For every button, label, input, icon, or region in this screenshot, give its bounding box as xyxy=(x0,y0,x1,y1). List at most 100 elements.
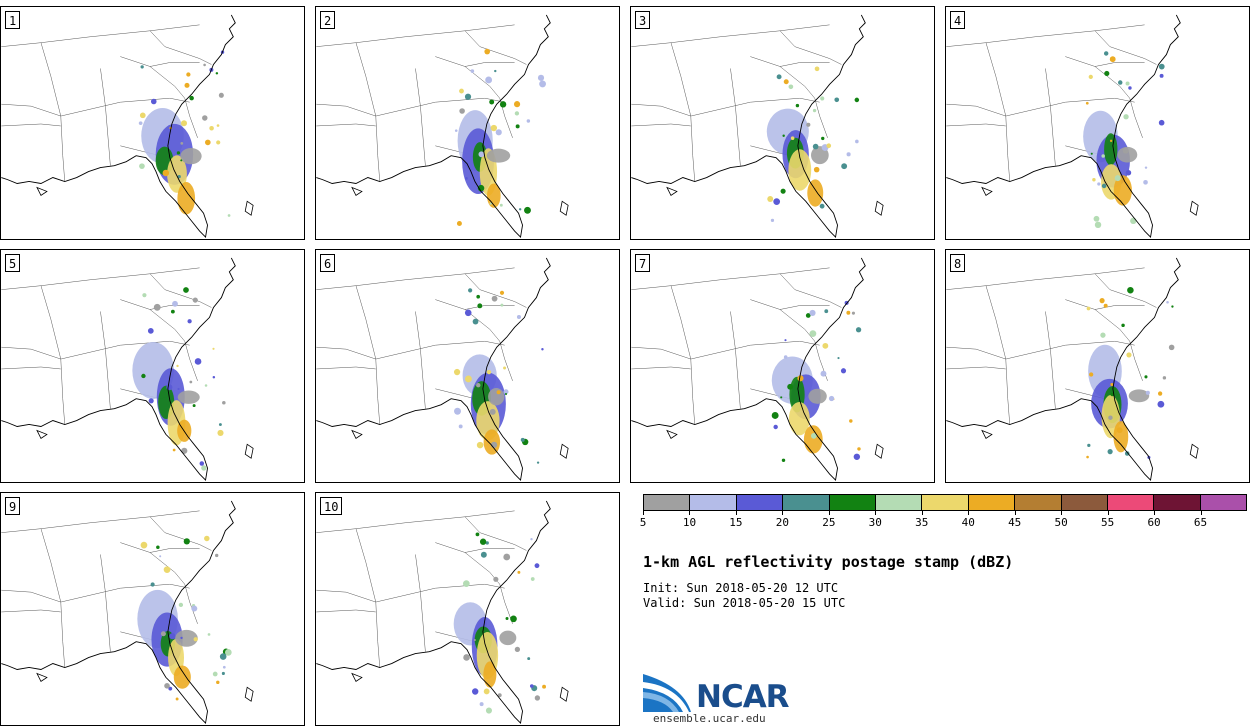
reflectivity-cell xyxy=(534,563,540,569)
state-border xyxy=(149,30,212,65)
reflectivity-cell xyxy=(536,461,540,464)
reflectivity-cell xyxy=(458,424,463,429)
state-border xyxy=(60,583,190,603)
reflectivity-cell xyxy=(218,92,224,98)
state-border xyxy=(316,123,376,127)
map-panel: 6 xyxy=(315,249,620,483)
coastline xyxy=(316,14,551,238)
reflectivity-cell xyxy=(821,136,825,141)
reflectivity-cell xyxy=(537,74,545,81)
state-border xyxy=(316,589,376,603)
reflectivity-cell xyxy=(215,72,219,75)
state-border xyxy=(40,528,66,668)
coastline xyxy=(631,257,866,481)
reflectivity-cell xyxy=(788,84,794,90)
reflectivity-cell xyxy=(1143,180,1148,185)
island-outline xyxy=(981,186,993,196)
map-panel: 3 xyxy=(630,6,935,240)
reflectivity-colorbar xyxy=(643,494,1247,511)
reflectivity-cell xyxy=(1159,73,1164,78)
colorbar-tick xyxy=(875,510,877,515)
reflectivity-cell xyxy=(181,447,188,454)
reflectivity-cell xyxy=(147,327,154,334)
reflectivity-cell xyxy=(795,103,800,108)
colorbar-segment xyxy=(1200,495,1247,510)
reflectivity-cell xyxy=(1157,391,1163,396)
reflectivity-cell xyxy=(1093,215,1100,222)
colorbar-tick-label: 45 xyxy=(1008,516,1022,529)
state-border xyxy=(499,341,513,381)
reflectivity-cell xyxy=(160,631,166,637)
state-border xyxy=(730,311,741,409)
reflectivity-cell xyxy=(822,342,829,349)
member-label: 10 xyxy=(320,497,343,515)
island-outline xyxy=(351,672,363,682)
reflectivity-cell xyxy=(518,208,522,211)
reflectivity-cell xyxy=(1124,451,1130,456)
reflectivity-cell xyxy=(216,680,220,685)
reflectivity-cell xyxy=(1088,74,1093,79)
reflectivity-cell xyxy=(1101,154,1105,158)
reflectivity-cell xyxy=(505,617,509,621)
colorbar-tick-label: 50 xyxy=(1054,516,1068,529)
state-border xyxy=(100,554,111,652)
reflectivity-cell xyxy=(472,318,479,325)
reflectivity-cell xyxy=(1128,389,1150,403)
reflectivity-cell xyxy=(192,297,198,303)
state-border xyxy=(1005,340,1135,360)
reflectivity-cell xyxy=(164,683,170,689)
reflectivity-cell xyxy=(476,441,484,449)
reflectivity-cell xyxy=(485,707,492,714)
colorbar-tick-label: 30 xyxy=(868,516,882,529)
reflectivity-cell xyxy=(1168,344,1175,351)
reflectivity-cell xyxy=(184,82,190,88)
reflectivity-cell xyxy=(1100,332,1106,338)
state-border xyxy=(464,305,515,310)
reflectivity-cell xyxy=(142,293,147,298)
island-outline xyxy=(874,200,884,216)
reflectivity-cell xyxy=(141,373,146,379)
colorbar-segment xyxy=(783,495,830,510)
state-border xyxy=(750,56,815,99)
reflectivity-cell xyxy=(797,375,804,382)
reflectivity-cell xyxy=(1103,303,1108,308)
reflectivity-cell xyxy=(1126,352,1132,358)
reflectivity-cell xyxy=(828,395,835,402)
reflectivity-cell xyxy=(497,693,502,698)
reflectivity-cell xyxy=(173,665,191,689)
state-border xyxy=(355,528,381,668)
state-border xyxy=(670,285,696,425)
reflectivity-cell xyxy=(172,448,176,452)
colorbar-tick-label: 15 xyxy=(729,516,743,529)
reflectivity-cell xyxy=(189,380,193,384)
reflectivity-cell xyxy=(840,368,847,374)
reflectivity-cell xyxy=(1128,86,1132,90)
reflectivity-cell xyxy=(479,538,487,545)
reflectivity-cell xyxy=(542,684,546,689)
reflectivity-cell xyxy=(222,400,226,405)
island-outline xyxy=(1189,443,1199,459)
colorbar-tick-label: 55 xyxy=(1100,516,1115,529)
state-border xyxy=(1065,56,1130,99)
state-border xyxy=(100,311,111,409)
coastline xyxy=(1,500,236,724)
state-border xyxy=(100,68,111,166)
reflectivity-cell xyxy=(1085,101,1089,105)
reflectivity-map xyxy=(316,14,569,238)
reflectivity-cell xyxy=(203,63,206,67)
reflectivity-cell xyxy=(855,139,859,144)
state-border xyxy=(1,510,200,533)
reflectivity-cell xyxy=(169,633,176,640)
reflectivity-cell xyxy=(1125,81,1130,86)
reflectivity-cell xyxy=(150,582,155,587)
reflectivity-cell xyxy=(1110,392,1114,397)
island-outline xyxy=(666,429,678,439)
colorbar-tick-label: 25 xyxy=(822,516,836,529)
reflectivity-cell xyxy=(1109,139,1113,143)
reflectivity-cell xyxy=(209,126,214,131)
state-border xyxy=(1,609,61,613)
reflectivity-cell xyxy=(486,148,511,163)
state-border xyxy=(631,123,691,127)
map-panel: 2 xyxy=(315,6,620,240)
island-outline xyxy=(981,429,993,439)
